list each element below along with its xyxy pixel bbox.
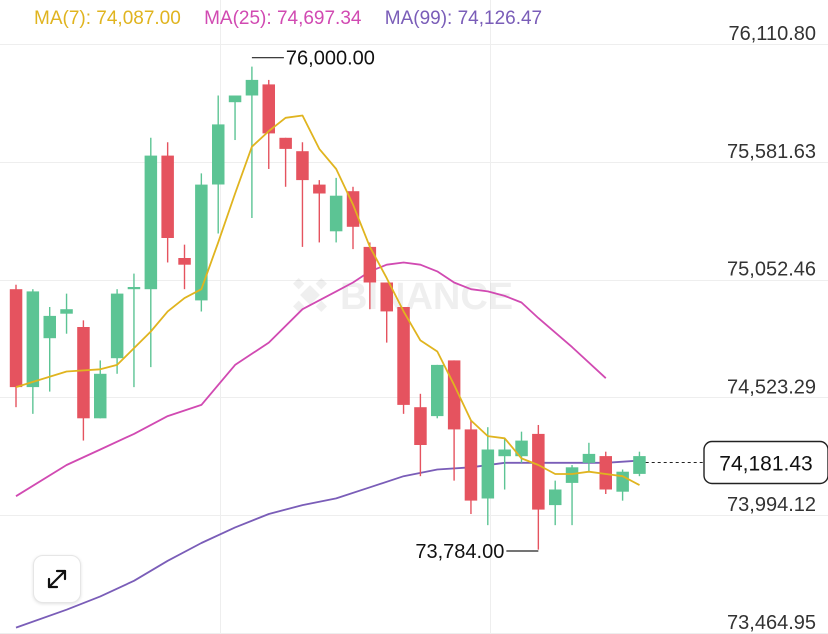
ma7-line [15,114,640,486]
candle-body [43,315,56,339]
current-price-label: 74,181.43 [719,453,812,476]
price-markers: 76,000.00 73,784.00 74,181.43 [251,48,828,563]
ma25-legend-label: MA(25): 74,697.34 [204,8,362,29]
candle-body [9,289,23,388]
candle-body [110,293,124,359]
candle-body [565,467,579,483]
ma-legend: MA(7): 74,087.00 MA(25): 74,697.34 MA(99… [34,8,560,30]
expand-chart-button[interactable] [33,555,81,603]
low-price-label: 73,784.00 [415,541,504,563]
candle-body [464,429,478,501]
candle-body [616,471,629,492]
candle-body [60,309,73,314]
candle-body [279,137,292,149]
candle-body [262,84,275,134]
ma7-legend-label: MA(7): 74,087.00 [34,8,181,29]
candle-body [431,364,444,417]
candle-body [363,246,377,283]
candles-group [9,66,646,550]
ma25-line [15,261,607,497]
candle-body [380,282,393,312]
ma7-line-group [15,114,640,486]
candle-body [515,440,528,457]
candle-body [178,258,191,265]
watermark-text: BINANCE [340,276,513,318]
candle-body [94,373,107,419]
candle-body [414,407,427,445]
candle-body [498,449,511,457]
ma25-line-group [15,261,607,497]
candle-body [296,151,309,181]
candle-body [599,456,612,490]
candle-body [212,124,225,185]
expand-arrows-icon [47,569,67,589]
candle-body [397,307,410,405]
candle-body [144,155,158,290]
ma99-line-group [15,459,640,629]
candle-body [481,449,495,499]
y-axis-tick-label: 75,581.63 [727,141,816,163]
candle-body [195,184,208,301]
y-axis-tick-label: 76,110.80 [729,23,817,45]
candle-body [26,291,40,388]
candle-body [228,95,242,103]
y-axis-tick-label: 75,052.46 [727,259,816,281]
y-axis-tick-label: 74,523.29 [727,376,816,398]
y-axis-tick-label: 73,464.95 [727,612,816,634]
candle-body [633,456,646,474]
candle-body [313,184,326,194]
candle-body [245,79,259,96]
candle-body [582,453,596,463]
candle-body [127,287,141,290]
candle-body [532,433,545,510]
candle-body [329,195,343,232]
current-price-box [703,440,828,485]
price-axis: 76,110.80 75,581.63 75,052.46 74,523.29 73,9… [727,23,816,634]
candle-body [549,489,562,506]
candle-body [161,155,174,238]
candle-body [77,327,90,419]
y-axis-tick-label: 73,994.12 [727,494,816,516]
ma99-line [15,459,640,629]
high-price-label: 76,000.00 [286,48,375,70]
ma99-legend-label: MA(99): 74,126.47 [384,8,543,29]
